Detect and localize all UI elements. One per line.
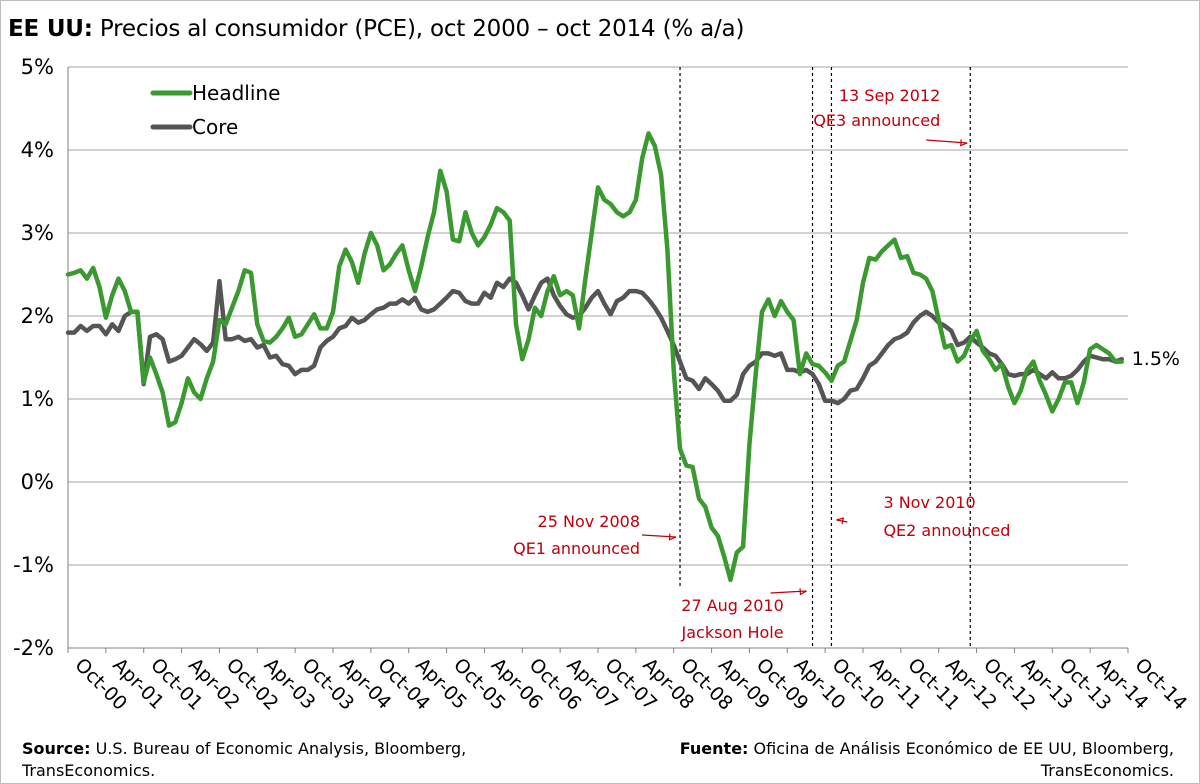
source-note-es: Fuente: Oficina de Análisis Económico de… (680, 738, 1174, 782)
chart-title: EE UU: Precios al consumidor (PCE), oct … (8, 16, 744, 42)
y-tick-label: 0% (21, 470, 54, 494)
fuente-text-line2: TransEconomics. (1040, 761, 1174, 780)
fuente-label: Fuente: (679, 739, 749, 758)
y-tick-label: 1% (21, 387, 54, 411)
y-tick-label: -1% (13, 553, 54, 577)
fuente-text-line1: Oficina de Análisis Económico de EE UU, … (753, 739, 1174, 758)
annotation-label: 3 Nov 2010 (883, 493, 975, 512)
annotation-label: 13 Sep 2012 (839, 86, 940, 105)
headline-series-line (65, 131, 1124, 583)
annotation-label: 25 Nov 2008 (538, 512, 640, 531)
title-country: EE UU: (8, 16, 93, 42)
y-tick-label: 5% (21, 55, 54, 79)
annotation-label: QE2 announced (883, 521, 1010, 540)
y-tick-label: 4% (21, 138, 54, 162)
source-note-en: Source: U.S. Bureau of Economic Analysis… (22, 738, 466, 782)
core-series-line (65, 276, 1124, 406)
legend-label: Core (192, 115, 238, 139)
end-value-label: 1.5% (1132, 348, 1180, 370)
title-text: Precios al consumidor (PCE), oct 2000 – … (99, 16, 745, 42)
annotation-arrowhead (960, 139, 968, 147)
annotation-label: QE1 announced (513, 539, 640, 558)
source-text-line1: U.S. Bureau of Economic Analysis, Bloomb… (95, 739, 467, 758)
annotation-label: 27 Aug 2010 (681, 596, 784, 615)
annotation-label: QE3 announced (813, 111, 940, 130)
source-label: Source: (22, 739, 91, 758)
annotation-arrow (770, 590, 807, 594)
y-tick-label: 3% (21, 221, 54, 245)
legend-label: Headline (192, 81, 280, 105)
annotation-arrowhead (799, 588, 807, 596)
annotation-arrow (836, 519, 848, 523)
source-text-line2: TransEconomics. (22, 761, 156, 780)
annotation-arrowhead (668, 533, 677, 541)
annotation-arrow (641, 534, 677, 538)
annotation-label: Jackson Hole (681, 623, 784, 642)
y-tick-label: -2% (13, 636, 54, 660)
y-tick-label: 2% (21, 304, 54, 328)
annotation-arrowhead (836, 517, 844, 525)
